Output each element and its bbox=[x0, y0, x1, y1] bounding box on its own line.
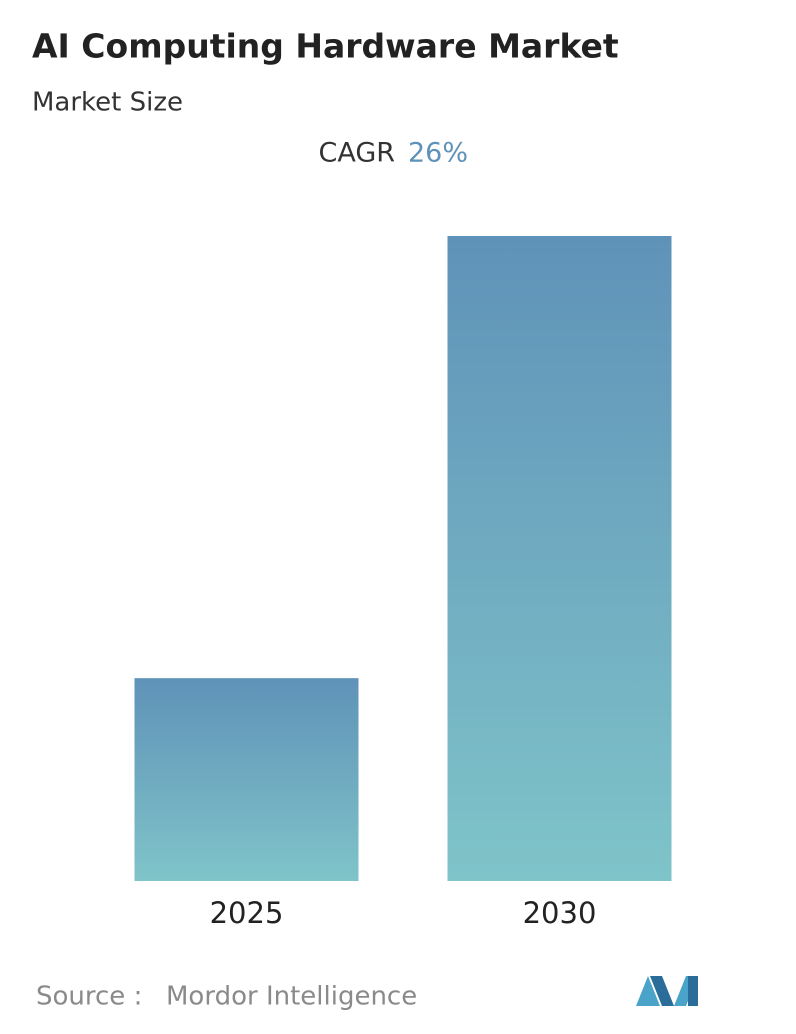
bar bbox=[134, 678, 359, 881]
cagr-label: CAGR bbox=[318, 138, 395, 169]
cagr-value: 26% bbox=[408, 138, 468, 169]
x-tick-label: 2025 bbox=[210, 896, 284, 930]
chart-subtitle: Market Size bbox=[32, 88, 183, 118]
source-label: Source : bbox=[36, 982, 142, 1012]
chart-title: AI Computing Hardware Market bbox=[32, 27, 619, 66]
source: Mordor Intelligence bbox=[166, 982, 417, 1012]
bar bbox=[447, 236, 672, 881]
x-tick-label: 2030 bbox=[523, 896, 597, 930]
logo bbox=[636, 976, 698, 1006]
